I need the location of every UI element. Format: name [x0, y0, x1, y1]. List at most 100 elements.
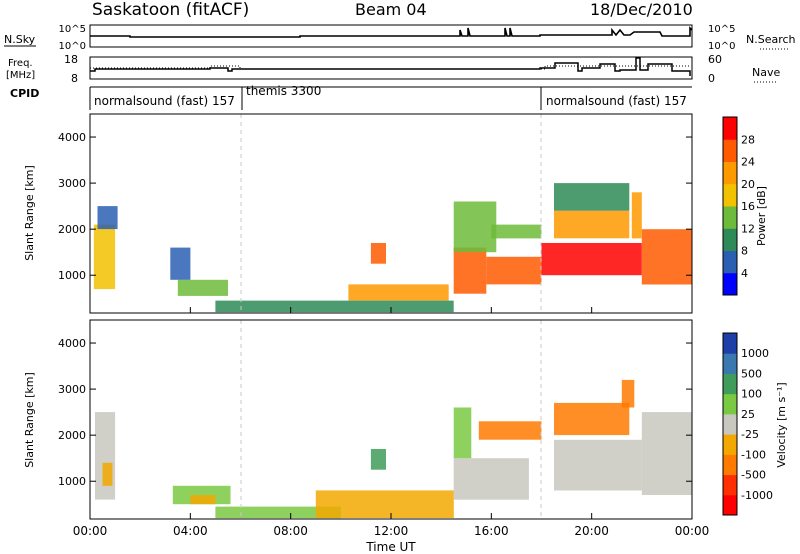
velocity-ytick-label-2: 3000 — [58, 383, 86, 396]
velocity-colorbar-tick-7: -1000 — [741, 489, 773, 502]
power-patch-9 — [486, 256, 542, 285]
velocity-patch-8 — [478, 421, 542, 440]
velocity-colorbar-cell-1 — [723, 474, 737, 496]
power-colorbar-cell-4 — [723, 183, 737, 207]
power-colorbar: 4 8 12 16 20 24 28 — [722, 116, 755, 296]
xtick-label-1: 04:00 — [173, 524, 208, 538]
power-colorbar-tick-6: 28 — [741, 133, 755, 146]
velocity-colorbar-tick-6: -500 — [741, 469, 766, 482]
velocity-colorbar-cell-5 — [723, 393, 737, 415]
velocity-ytick-label-0: 1000 — [58, 475, 86, 488]
velocity-patch-12 — [641, 412, 692, 495]
power-patch-5 — [348, 284, 449, 301]
power-colorbar-cell-2 — [723, 228, 737, 251]
nsky-tick-bottom: 10^0 — [59, 41, 86, 52]
cpid-segment-1: normalsound (fast) 157 — [94, 94, 235, 108]
power-patch-12 — [554, 210, 630, 239]
velocity-colorbar-tick-1: 500 — [741, 367, 762, 380]
power-ytick-label-2: 3000 — [58, 177, 86, 190]
beam-title: Beam 04 — [355, 0, 427, 19]
xtick-label-2: 08:00 — [273, 524, 308, 538]
velocity-patch-4 — [215, 506, 341, 519]
power-patch-0 — [93, 224, 116, 290]
power-colorbar-tick-0: 4 — [741, 267, 748, 280]
power-colorbar-tick-2: 12 — [741, 222, 755, 235]
power-colorbar-tick-1: 8 — [741, 245, 748, 258]
freq-tick-top: 18 — [64, 53, 78, 66]
freq-label-line2: [MHz] — [6, 70, 35, 81]
freq-label-line1: Freq. — [8, 58, 33, 69]
velocity-colorbar-frame — [722, 332, 738, 516]
power-patch-13 — [554, 183, 630, 211]
velocity-panel — [89, 319, 693, 520]
velocity-colorbar-cell-2 — [723, 454, 737, 476]
xtick-label-0: 00:00 — [73, 524, 108, 538]
velocity-ylabel: Slant Range [km] — [23, 372, 36, 468]
power-patch-15 — [631, 192, 642, 239]
velocity-colorbar-cell-7 — [723, 353, 737, 374]
nave-tick-top: 60 — [708, 53, 722, 66]
power-patch-1 — [97, 206, 118, 230]
power-colorbar-cell-7 — [723, 117, 737, 140]
power-ytick-label-3: 4000 — [58, 131, 86, 144]
velocity-patch-3 — [190, 495, 216, 505]
nave-tick-bottom: 0 — [708, 72, 715, 85]
velocity-colorbar-tick-0: 1000 — [741, 347, 769, 360]
freq-trace — [90, 57, 691, 76]
power-colorbar-cell-0 — [723, 272, 737, 296]
velocity-patch-9 — [453, 407, 472, 459]
velocity-colorbar-cell-6 — [723, 373, 737, 395]
velocity-ytick-label-1: 2000 — [58, 429, 86, 442]
velocity-colorbar-label: Velocity [m s⁻¹] — [775, 382, 788, 467]
nsearch-tick-bottom: 10^0 — [708, 41, 735, 52]
power-ylabel: Slant Range [km] — [23, 165, 36, 261]
cpid-segment-2: themis 3300 — [246, 84, 321, 98]
power-colorbar-frame — [722, 116, 738, 296]
power-patch-10 — [491, 224, 542, 239]
power-patch-14 — [641, 229, 692, 285]
xtick-label-5: 20:00 — [574, 524, 609, 538]
power-colorbar-tick-3: 16 — [741, 200, 755, 213]
velocity-colorbar-tick-2: 100 — [741, 388, 762, 401]
power-colorbar-tick-4: 20 — [741, 178, 755, 191]
velocity-patch-11 — [554, 402, 630, 436]
xtick-label-4: 16:00 — [474, 524, 509, 538]
velocity-colorbar: 1000 500 100 25 -25 -100 -500 -1000 — [722, 332, 773, 516]
velocity-colorbar-tick-5: -100 — [741, 448, 766, 461]
freq-tick-bottom: 8 — [71, 72, 78, 85]
power-panel — [89, 113, 693, 314]
power-colorbar-cell-5 — [723, 161, 737, 185]
nave-label: Nave — [752, 66, 780, 79]
velocity-patch-13 — [621, 379, 635, 408]
velocity-patch-0 — [95, 412, 116, 500]
power-colorbar-cell-3 — [723, 206, 737, 229]
power-patch-11 — [541, 243, 642, 276]
velocity-patch-6 — [370, 449, 386, 470]
nsearch-tick-top: 10^5 — [708, 24, 735, 35]
power-data-layer — [93, 183, 692, 313]
velocity-colorbar-cell-0 — [723, 494, 737, 516]
power-colorbar-cell-1 — [723, 250, 737, 274]
xtick-label-3: 12:00 — [374, 524, 409, 538]
velocity-patch-1 — [102, 462, 113, 486]
velocity-patch-7 — [453, 458, 529, 500]
nsearch-label: N.Search — [746, 33, 796, 46]
velocity-data-layer — [95, 379, 692, 519]
power-patch-8 — [453, 201, 497, 253]
nave-trace — [90, 65, 690, 70]
xlabel: Time UT — [365, 540, 416, 554]
velocity-ytick-label-3: 4000 — [58, 337, 86, 350]
date-title: 18/Dec/2010 — [590, 0, 693, 19]
x-ticks: 00:00 04:00 08:00 12:00 16:00 20:00 00:00 — [73, 307, 710, 538]
velocity-colorbar-tick-3: 25 — [741, 408, 755, 421]
cpid-label: CPID — [10, 87, 39, 100]
power-ytick-label-1: 2000 — [58, 223, 86, 236]
power-colorbar-cell-6 — [723, 139, 737, 162]
velocity-colorbar-cell-3 — [723, 434, 737, 455]
power-patch-4 — [215, 300, 454, 313]
power-colorbar-tick-5: 24 — [741, 156, 755, 169]
power-patch-2 — [177, 279, 228, 296]
xtick-label-6: 00:00 — [675, 524, 710, 538]
nsky-tick-top: 10^5 — [59, 24, 86, 35]
